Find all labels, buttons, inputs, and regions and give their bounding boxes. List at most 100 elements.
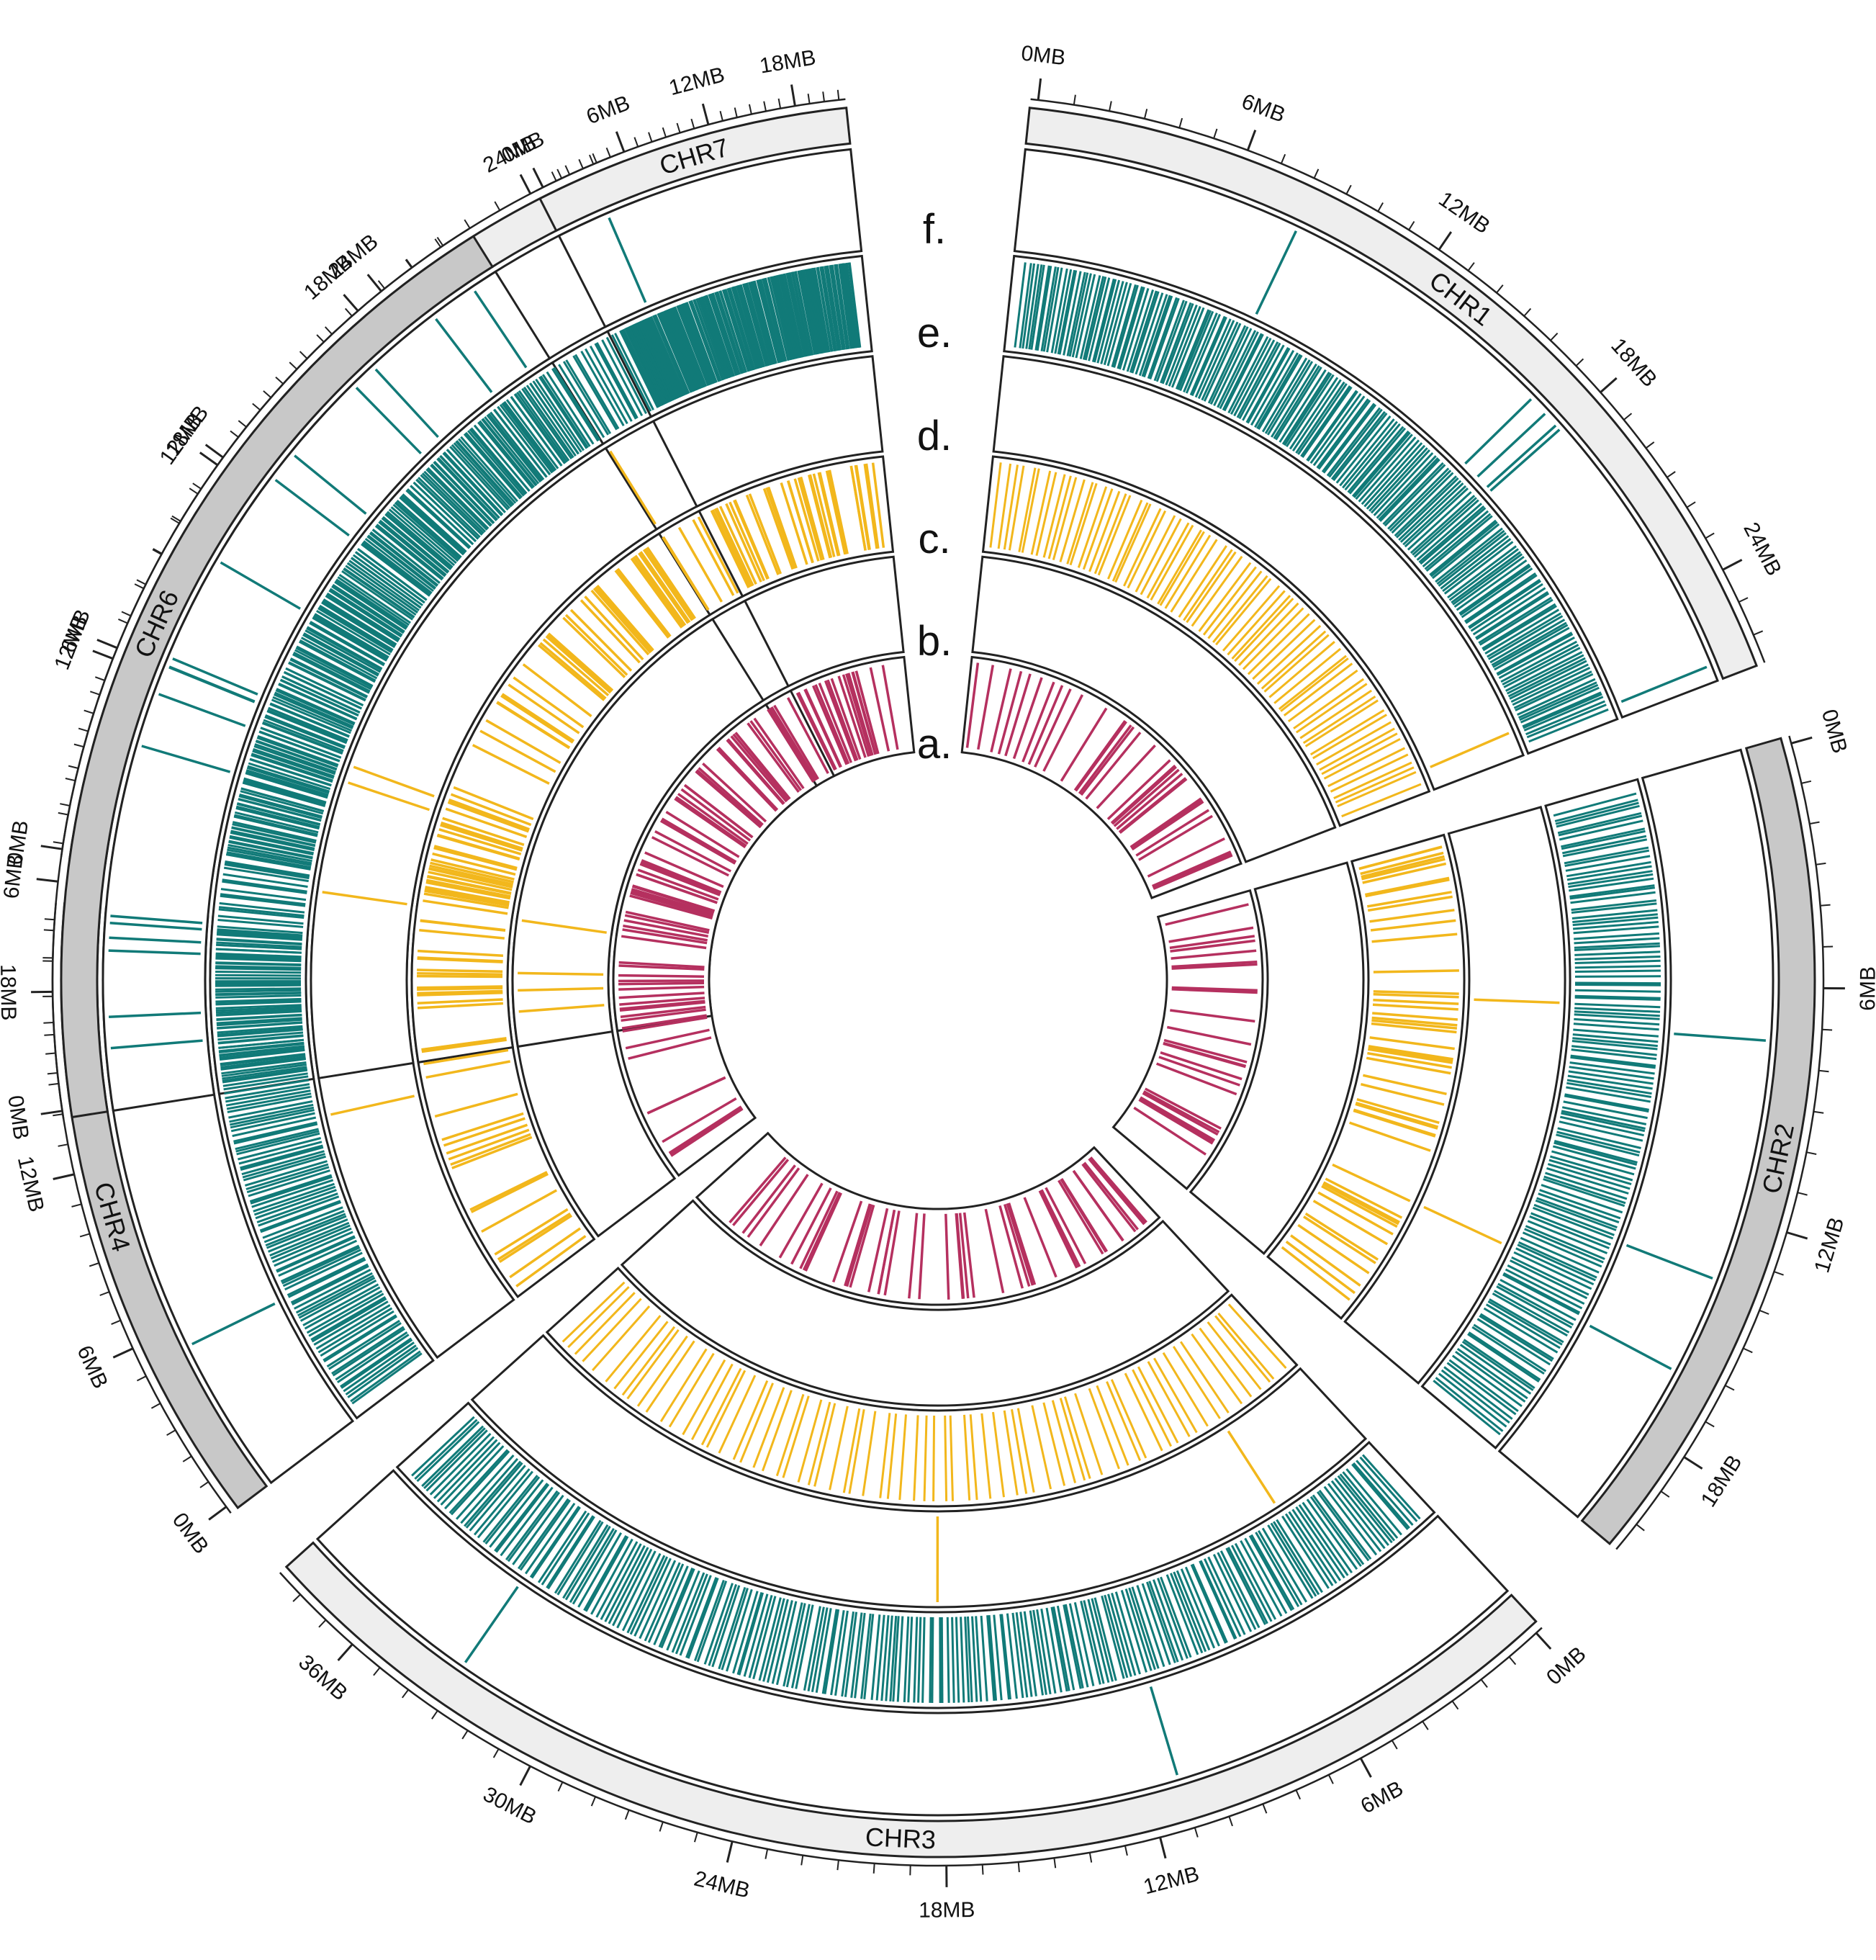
chr7-track-c-mark xyxy=(825,470,847,555)
chr6-track-a-mark xyxy=(625,910,710,932)
chr3-track-c-mark xyxy=(913,1415,919,1501)
chr1-track-e-mark xyxy=(1458,563,1530,615)
chr2-track-a-mark xyxy=(1160,1051,1243,1081)
track-label-b: b. xyxy=(917,618,952,665)
chr3-track-e-mark xyxy=(1334,1478,1389,1547)
chr6-track-c-mark xyxy=(418,949,503,957)
chr4-track-f-mark xyxy=(109,936,202,944)
chr3-track-c-mark xyxy=(761,1390,793,1472)
chr6-track-c-mark xyxy=(646,547,696,619)
chr5-axis-tick xyxy=(94,676,105,681)
chr3-axis-tick xyxy=(401,1689,410,1699)
chr3-axis-tick xyxy=(461,1730,469,1740)
chr1-track-e-mark xyxy=(1213,328,1253,407)
chr4-track-e-mark xyxy=(281,1246,361,1285)
chr2-track-c-mark xyxy=(1373,990,1459,995)
chr3-axis-tick xyxy=(492,1748,500,1758)
chr6-track-e-mark xyxy=(222,873,308,888)
chr2-track-e-mark xyxy=(1497,1282,1574,1326)
chr2-track-c-mark xyxy=(1371,1019,1458,1030)
chr4-track-e-mark xyxy=(219,1047,305,1059)
chr3-axis-tick xyxy=(1508,1656,1517,1665)
chr7-track-a-mark xyxy=(814,684,850,765)
chr5-track-c-mark xyxy=(425,881,511,900)
chr7-track-e-mark xyxy=(794,271,814,356)
chr4-track-c-mark xyxy=(425,1060,511,1079)
chr6-track-e-mark xyxy=(295,646,373,688)
chr4-track-e-mark xyxy=(271,1227,352,1263)
chr7-band xyxy=(538,107,852,233)
chr6-track-e-mark xyxy=(215,953,302,959)
chr7-track-e-mark xyxy=(783,273,804,358)
chr2-track-c-mark xyxy=(1285,1240,1356,1295)
chr6-track-c-mark xyxy=(508,683,580,734)
chr4-track-e-mark xyxy=(233,1121,317,1143)
chr2-track-c-mark xyxy=(1367,891,1452,908)
chr1-track-e-mark xyxy=(1063,271,1082,356)
chr2-track-e-mark xyxy=(1473,1323,1547,1372)
chr4-track-e-mark xyxy=(223,1075,309,1091)
chr5-track-c-mark xyxy=(595,585,654,652)
chr3-track-e-mark xyxy=(1298,1504,1349,1576)
chr3-track-e-mark xyxy=(604,1545,646,1622)
chr7-track-e-mark xyxy=(654,314,690,394)
chr1-track-e-mark xyxy=(1510,663,1589,703)
chr2-track-e-mark xyxy=(1571,902,1657,914)
chr7-track-e-mark xyxy=(645,318,682,398)
chr4-track-e-mark xyxy=(243,1155,327,1182)
chr4-track-e-mark xyxy=(343,1341,415,1393)
chr1-track-e-mark xyxy=(1019,263,1032,349)
chr1-track-c-mark xyxy=(1273,647,1342,704)
chr4-track-e-mark xyxy=(332,1327,406,1377)
chr3-track-c-mark xyxy=(813,1403,836,1487)
chr2-track-e-mark xyxy=(1513,1251,1592,1290)
chr3-track-c-mark xyxy=(567,1286,630,1349)
chr1-track-e-mark xyxy=(1066,271,1086,356)
chr1-track-c-mark xyxy=(1247,613,1310,675)
chr1-axis-tick xyxy=(1753,630,1764,636)
chr3-track-e-mark xyxy=(718,1586,747,1670)
chr2-track-e-mark xyxy=(1564,846,1649,865)
chr6-track-a-mark xyxy=(631,888,714,915)
chr3-track-e-mark xyxy=(489,1479,544,1548)
chr2-track-a-mark xyxy=(1171,963,1258,970)
chr1-track-e-mark xyxy=(1387,467,1450,530)
chr4-tick-label: 12MB xyxy=(13,1154,48,1215)
chr3-track-e-mark xyxy=(1339,1473,1396,1542)
chr3-track-e-mark xyxy=(1145,1581,1176,1663)
chr3-track-e-mark xyxy=(1131,1586,1160,1669)
chr3-track-e-mark xyxy=(1104,1594,1129,1678)
chr2-track-a-mark xyxy=(1165,903,1249,926)
chr1-track-e-mark xyxy=(1295,381,1345,454)
chr2-track-c-mark xyxy=(1360,851,1444,876)
chr5-track-e-mark xyxy=(316,610,391,656)
chr1-track-e-mark xyxy=(1233,339,1276,417)
chr1-track-a-mark xyxy=(1074,721,1127,792)
chr1-track-c-mark xyxy=(1299,689,1373,740)
chr4-track-c-mark xyxy=(448,1128,530,1161)
chr1-track-e-mark xyxy=(1153,300,1185,382)
chr4-track-e-mark xyxy=(235,1128,319,1151)
chr3-axis-tick xyxy=(1053,1858,1057,1869)
chr7-track-e-mark xyxy=(748,282,773,366)
chr3-track-e-mark xyxy=(440,1442,501,1506)
chr2-track-c-mark xyxy=(1366,1056,1451,1075)
chr5-track-c-mark xyxy=(445,807,528,838)
chr7-track-e-mark xyxy=(685,302,717,384)
chr1-track-e-mark xyxy=(1452,553,1523,606)
chr1-track-e-mark xyxy=(1058,270,1078,355)
chr2-track-e-mark xyxy=(1556,1130,1641,1154)
chr3-track-c-mark xyxy=(690,1363,734,1441)
chr3-track-a-mark xyxy=(1088,1158,1145,1226)
chr6-track-e-mark xyxy=(518,390,570,462)
chr2-track-c-mark xyxy=(1368,1048,1453,1064)
chr1-track-e-mark xyxy=(1129,290,1158,373)
chr1-axis-tick xyxy=(1438,231,1453,251)
chr6-track-a-mark xyxy=(621,1008,706,1022)
chr3-track-e-mark xyxy=(1184,1566,1220,1647)
chr3-track-e-mark xyxy=(423,1427,486,1489)
chr6-band xyxy=(60,235,495,1119)
chr2-axis-tick xyxy=(1636,1524,1645,1532)
chr4-track-c-mark xyxy=(417,989,503,995)
chr4-track-e-mark xyxy=(298,1277,376,1319)
